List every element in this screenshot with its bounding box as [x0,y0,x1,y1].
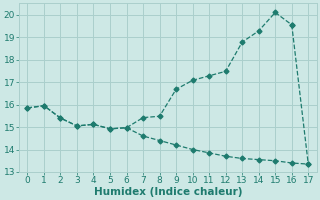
X-axis label: Humidex (Indice chaleur): Humidex (Indice chaleur) [93,187,242,197]
